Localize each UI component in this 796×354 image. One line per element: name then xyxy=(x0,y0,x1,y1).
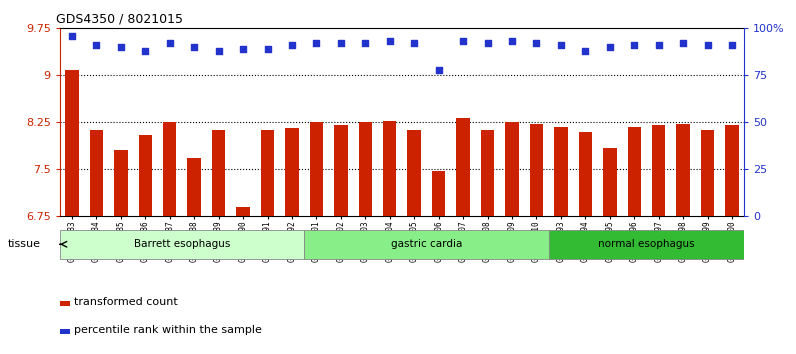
Bar xyxy=(505,122,519,216)
Point xyxy=(236,46,249,52)
Text: Barrett esophagus: Barrett esophagus xyxy=(134,239,230,249)
Point xyxy=(505,39,518,44)
Text: gastric cardia: gastric cardia xyxy=(391,239,462,249)
Point xyxy=(90,42,103,48)
Bar xyxy=(187,158,201,216)
Point xyxy=(384,39,396,44)
Text: GDS4350 / 8021015: GDS4350 / 8021015 xyxy=(57,13,183,26)
Bar xyxy=(677,124,690,216)
Bar xyxy=(481,130,494,216)
Point xyxy=(334,40,347,46)
Bar xyxy=(60,301,70,306)
Bar xyxy=(261,130,275,216)
Point xyxy=(481,40,494,46)
Bar xyxy=(212,130,225,216)
Bar xyxy=(358,122,372,216)
Bar xyxy=(236,206,250,216)
Point xyxy=(188,44,201,50)
Bar xyxy=(725,125,739,216)
Point xyxy=(701,42,714,48)
Point xyxy=(652,42,665,48)
Text: tissue: tissue xyxy=(8,239,41,249)
Point xyxy=(163,40,176,46)
Bar xyxy=(334,125,348,216)
Bar xyxy=(554,126,568,216)
Bar xyxy=(285,129,298,216)
Point xyxy=(628,42,641,48)
Point xyxy=(359,40,372,46)
Bar xyxy=(432,171,446,216)
Bar xyxy=(65,70,79,216)
Point xyxy=(213,48,225,54)
Bar xyxy=(603,148,617,216)
Point xyxy=(530,40,543,46)
Bar xyxy=(383,121,396,216)
Bar xyxy=(114,150,127,216)
Bar xyxy=(548,230,744,258)
Point xyxy=(139,48,151,54)
Bar xyxy=(456,118,470,216)
Point xyxy=(677,40,689,46)
Point xyxy=(261,46,274,52)
Bar xyxy=(579,132,592,216)
Point xyxy=(65,33,78,39)
Bar xyxy=(408,130,421,216)
Bar xyxy=(310,122,323,216)
Text: transformed count: transformed count xyxy=(73,297,178,307)
Point xyxy=(555,42,568,48)
Point xyxy=(115,44,127,50)
Point xyxy=(310,40,323,46)
Point xyxy=(726,42,739,48)
Bar xyxy=(60,329,70,334)
Point xyxy=(457,39,470,44)
Point xyxy=(579,48,591,54)
Text: normal esophagus: normal esophagus xyxy=(598,239,695,249)
Bar xyxy=(304,230,548,258)
Point xyxy=(408,40,420,46)
Bar xyxy=(90,130,103,216)
Point xyxy=(286,42,298,48)
Bar xyxy=(139,135,152,216)
Bar xyxy=(163,122,177,216)
Bar xyxy=(700,130,714,216)
Point xyxy=(603,44,616,50)
Bar xyxy=(529,124,543,216)
Text: percentile rank within the sample: percentile rank within the sample xyxy=(73,325,262,335)
Bar xyxy=(627,127,641,216)
Bar xyxy=(652,125,665,216)
Point xyxy=(432,67,445,73)
Bar xyxy=(60,230,304,258)
